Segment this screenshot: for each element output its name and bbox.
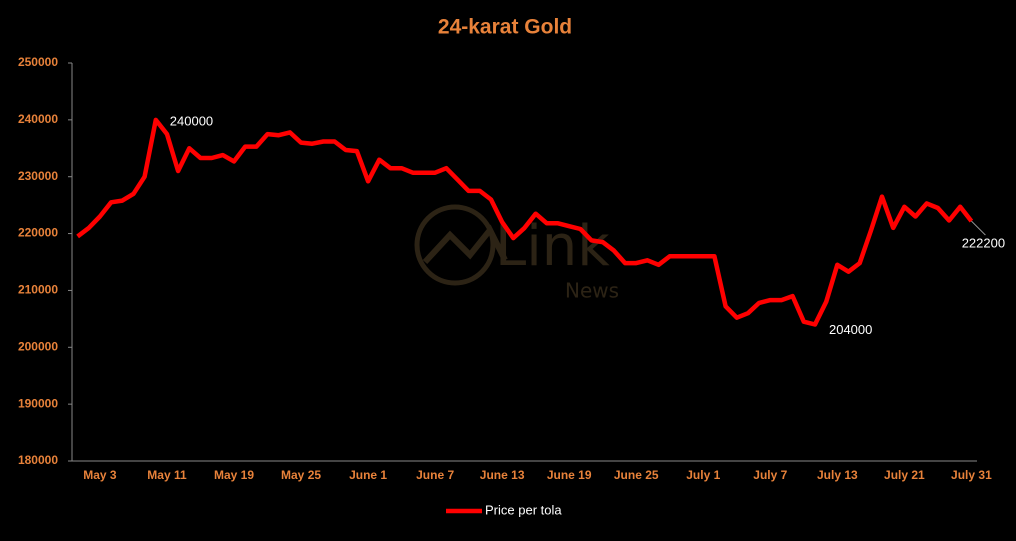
watermark: Link News [414, 204, 619, 303]
price-line [76, 117, 974, 327]
y-tick-label: 220000 [18, 226, 58, 240]
x-tick-label: July 21 [884, 468, 925, 482]
legend-label: Price per tola [485, 502, 562, 517]
x-tick-label: June 1 [349, 468, 387, 482]
y-tick-label: 200000 [18, 339, 58, 353]
x-tick-label: May 11 [147, 468, 187, 482]
svg-text:News: News [565, 279, 619, 303]
data-label: 222200 [962, 236, 1005, 251]
y-tick-label: 210000 [18, 283, 58, 297]
x-tick-label: July 7 [753, 468, 787, 482]
x-tick-label: May 3 [83, 468, 117, 482]
x-tick-label: June 25 [614, 468, 659, 482]
x-tick-label: June 19 [547, 468, 592, 482]
y-tick-label: 230000 [18, 169, 58, 183]
y-tick-label: 190000 [18, 396, 58, 410]
x-tick-label: May 25 [281, 468, 321, 482]
chart-title: 24-karat Gold [438, 16, 572, 39]
data-label: 204000 [829, 322, 872, 337]
x-tick-label: June 7 [416, 468, 454, 482]
data-label: 240000 [170, 113, 213, 128]
x-tick-label: July 1 [686, 468, 720, 482]
x-tick-label: June 13 [480, 468, 525, 482]
y-tick-label: 240000 [18, 112, 58, 126]
y-tick-label: 180000 [18, 453, 58, 467]
x-tick-label: July 31 [951, 468, 992, 482]
y-tick-label: 250000 [18, 55, 58, 69]
x-tick-label: July 13 [817, 468, 858, 482]
x-tick-label: May 19 [214, 468, 254, 482]
label-leader [971, 220, 986, 236]
